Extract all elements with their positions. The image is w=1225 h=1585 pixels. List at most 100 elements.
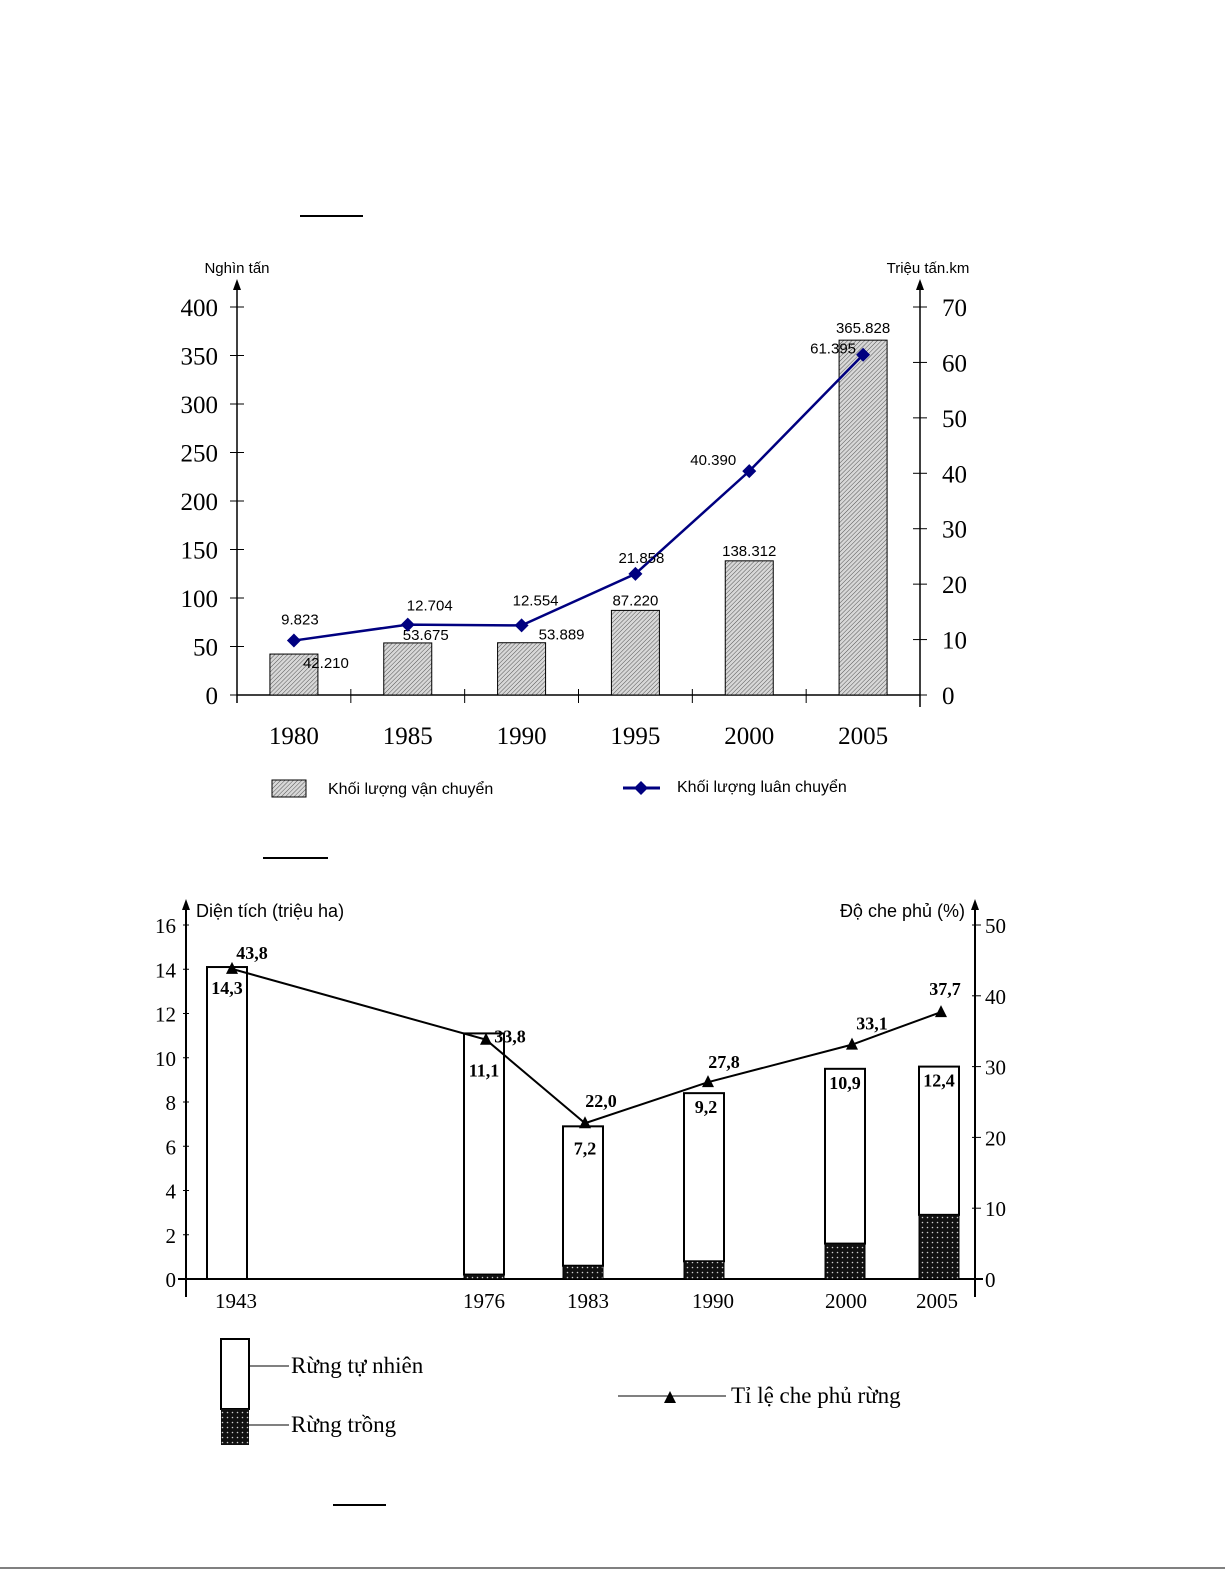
right-tick-label: 50 [985, 914, 1006, 938]
legend-line-label: Tỉ lệ che phủ rừng [731, 1383, 901, 1408]
legend-bar-swatch [271, 779, 307, 798]
left-tick-label: 300 [181, 392, 219, 419]
x-tick-label: 2005 [916, 1289, 958, 1313]
bar-planted-2005 [918, 1214, 960, 1280]
legend-natural-swatch [220, 1338, 250, 1410]
line-value-label: 12.554 [513, 592, 559, 609]
line-value-label: 12.704 [407, 598, 453, 615]
x-tick-label: 1990 [497, 723, 547, 750]
chart-2: Diện tích (triệu ha) Độ che phủ (%) 0 2 4 6 8 1… [155, 899, 1006, 1445]
legend-line-label: Khối lượng luân chuyển [677, 778, 847, 796]
legend-natural-label: Rừng tự nhiên [291, 1353, 424, 1378]
left-tick-label: 12 [155, 1003, 176, 1027]
right-axis-label: Độ che phủ (%) [840, 901, 965, 921]
bar-value-label: 42.210 [303, 655, 349, 672]
left-tick-label: 10 [155, 1047, 176, 1071]
line-value-label: 33,8 [494, 1027, 526, 1047]
bar-1995 [610, 609, 660, 696]
left-tick-label: 100 [181, 586, 219, 613]
bar-natural-2000 [824, 1067, 866, 1245]
bar-total-label: 9,2 [695, 1097, 718, 1117]
left-tick-label: 8 [166, 1091, 177, 1115]
left-tick-label: 14 [155, 958, 177, 982]
left-tick-label: 50 [193, 635, 218, 662]
series-line-luan-chuyen [293, 353, 864, 642]
left-tick-label: 150 [181, 538, 219, 565]
x-tick-label: 1990 [692, 1289, 734, 1313]
legend-planted-swatch [221, 1409, 249, 1445]
line-point-diamond-icon [286, 633, 301, 648]
left-tick-label: 0 [166, 1268, 177, 1292]
right-tick-label: 70 [942, 295, 967, 322]
bar-natural-1990 [683, 1092, 725, 1263]
left-tick-label: 2 [166, 1224, 177, 1248]
bar-1985 [383, 642, 433, 696]
line-point-triangle-icon [579, 1116, 591, 1129]
bar-planted-2000 [824, 1243, 866, 1280]
right-tick-label: 40 [985, 985, 1006, 1009]
bar-1980 [269, 653, 319, 696]
right-tick-label: 20 [942, 572, 967, 599]
line-point-triangle-icon [846, 1037, 858, 1050]
right-tick-label: 10 [942, 628, 967, 655]
legend-triangle-icon [664, 1391, 676, 1403]
right-tick-label: 0 [985, 1268, 996, 1292]
right-tick-label: 30 [985, 1056, 1006, 1080]
left-tick-label: 200 [181, 489, 219, 516]
left-tick-label: 400 [181, 295, 219, 322]
legend-planted-label: Rừng trồng [291, 1412, 397, 1437]
x-tick-label: 1976 [463, 1289, 505, 1313]
left-axis-label: Diện tích (triệu ha) [196, 901, 344, 921]
series-line-coverage [231, 967, 942, 1125]
line-point-triangle-icon [480, 1032, 492, 1045]
bar-value-label: 87.220 [612, 592, 658, 609]
bar-total-label: 14,3 [211, 978, 243, 998]
x-tick-label: 2000 [825, 1289, 867, 1313]
line-point-triangle-icon [226, 961, 238, 974]
right-tick-label: 50 [942, 406, 967, 433]
bar-planted-1976 [463, 1274, 505, 1280]
line-value-label: 27,8 [708, 1052, 740, 1072]
right-tick-label: 30 [942, 517, 967, 544]
legend-diamond-icon [634, 781, 648, 795]
bar-natural-1943 [206, 966, 248, 1280]
x-tick-label: 2005 [838, 723, 888, 750]
bar-planted-1983 [562, 1265, 604, 1280]
bar-natural-1983 [562, 1125, 604, 1267]
left-tick-label: 6 [166, 1135, 177, 1159]
chart-1: Nghìn tấn Triệu tấn.km0501001502002503003… [181, 260, 970, 798]
line-point-diamond-icon [628, 566, 643, 581]
x-tick-label: 1983 [567, 1289, 609, 1313]
x-tick-label: 1985 [383, 723, 433, 750]
bar-total-label: 12,4 [923, 1071, 955, 1091]
bar-value-label: 53.675 [403, 627, 449, 644]
right-tick-label: 60 [942, 350, 967, 377]
bar-planted-1990 [683, 1260, 725, 1280]
line-value-label: 37,7 [929, 979, 961, 999]
right-tick-label: 0 [942, 683, 955, 710]
bar-value-label: 365.828 [836, 320, 890, 337]
line-point-diamond-icon [514, 618, 529, 633]
left-axis-label: Nghìn tấn [204, 260, 269, 277]
line-value-label: 21.858 [618, 550, 664, 567]
line-value-label: 43,8 [236, 943, 268, 963]
line-point-diamond-icon [400, 617, 415, 632]
bar-value-label: 53.889 [539, 627, 585, 644]
left-tick-label: 350 [181, 344, 219, 371]
line-point-triangle-icon [935, 1005, 947, 1018]
bar-value-label: 138.312 [722, 543, 776, 560]
right-axis-label: Triệu tấn.km [887, 260, 970, 277]
bar-total-label: 10,9 [829, 1073, 861, 1093]
right-tick-label: 10 [985, 1197, 1006, 1221]
line-value-label: 22,0 [585, 1091, 617, 1111]
line-point-triangle-icon [702, 1075, 714, 1088]
bar-2000 [724, 560, 774, 696]
right-axis-arrow-icon [916, 279, 924, 290]
line-value-label: 33,1 [856, 1014, 888, 1034]
right-axis-arrow-icon [971, 899, 979, 910]
x-tick-label: 1995 [610, 723, 660, 750]
line-value-label: 61.395 [810, 341, 856, 358]
legend-bar-label: Khối lượng vận chuyển [328, 780, 493, 798]
bar-total-label: 11,1 [469, 1060, 500, 1080]
